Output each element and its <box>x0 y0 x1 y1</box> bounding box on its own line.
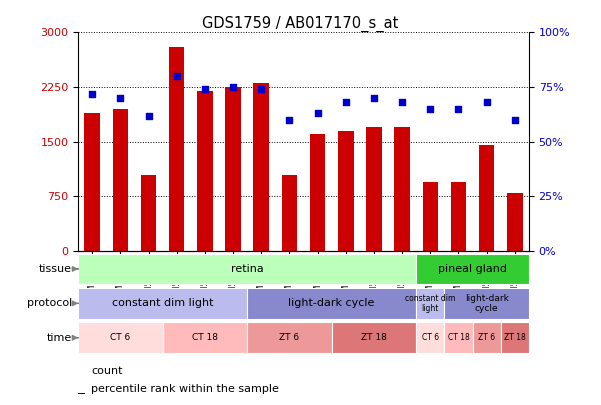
Text: CT 6: CT 6 <box>110 333 130 342</box>
Point <box>313 110 322 117</box>
Point <box>482 99 492 106</box>
Bar <box>394 127 410 251</box>
Text: ZT 6: ZT 6 <box>478 333 495 342</box>
Bar <box>282 175 297 251</box>
Bar <box>310 134 325 251</box>
Text: tissue: tissue <box>39 264 72 274</box>
Point <box>87 90 97 97</box>
Text: constant dim
light: constant dim light <box>405 294 456 313</box>
Bar <box>338 131 353 251</box>
FancyBboxPatch shape <box>444 322 472 353</box>
FancyBboxPatch shape <box>78 254 416 284</box>
FancyBboxPatch shape <box>416 288 444 319</box>
Point <box>369 95 379 101</box>
Point <box>115 95 125 101</box>
Text: time: time <box>47 333 72 343</box>
Text: light-dark
cycle: light-dark cycle <box>465 294 508 313</box>
Bar <box>254 83 269 251</box>
FancyBboxPatch shape <box>472 322 501 353</box>
Text: GDS1759 / AB017170_s_at: GDS1759 / AB017170_s_at <box>203 16 398 32</box>
Bar <box>112 109 128 251</box>
Point <box>454 106 463 112</box>
Bar <box>366 127 382 251</box>
Text: light-dark cycle: light-dark cycle <box>288 298 375 308</box>
Bar <box>423 182 438 251</box>
Text: CT 18: CT 18 <box>448 333 469 342</box>
Bar <box>451 182 466 251</box>
Bar <box>507 193 522 251</box>
FancyBboxPatch shape <box>416 254 529 284</box>
Bar <box>479 145 495 251</box>
Bar <box>78 376 85 377</box>
Text: count: count <box>91 366 123 376</box>
FancyBboxPatch shape <box>78 322 163 353</box>
Bar <box>197 91 213 251</box>
Point <box>426 106 435 112</box>
Bar <box>85 113 100 251</box>
Text: ZT 6: ZT 6 <box>279 333 299 342</box>
Text: pineal gland: pineal gland <box>438 264 507 274</box>
FancyBboxPatch shape <box>247 288 416 319</box>
Bar <box>169 47 185 251</box>
FancyBboxPatch shape <box>247 322 332 353</box>
Point <box>228 84 238 90</box>
FancyBboxPatch shape <box>416 322 444 353</box>
Text: ZT 18: ZT 18 <box>504 333 526 342</box>
Text: CT 6: CT 6 <box>422 333 439 342</box>
FancyBboxPatch shape <box>163 322 247 353</box>
Text: CT 18: CT 18 <box>192 333 218 342</box>
Point <box>285 117 294 123</box>
FancyBboxPatch shape <box>501 322 529 353</box>
Point <box>172 73 182 79</box>
Point <box>257 86 266 92</box>
FancyBboxPatch shape <box>332 322 416 353</box>
FancyBboxPatch shape <box>78 288 247 319</box>
Bar <box>225 87 241 251</box>
Point <box>144 112 153 119</box>
Point <box>200 86 210 92</box>
FancyBboxPatch shape <box>444 288 529 319</box>
Bar <box>141 175 156 251</box>
Text: constant dim light: constant dim light <box>112 298 213 308</box>
Text: percentile rank within the sample: percentile rank within the sample <box>91 384 279 394</box>
Point <box>510 117 520 123</box>
Text: protocol: protocol <box>27 298 72 308</box>
Text: ZT 18: ZT 18 <box>361 333 387 342</box>
Text: retina: retina <box>231 264 263 274</box>
Point <box>397 99 407 106</box>
Point <box>341 99 350 106</box>
